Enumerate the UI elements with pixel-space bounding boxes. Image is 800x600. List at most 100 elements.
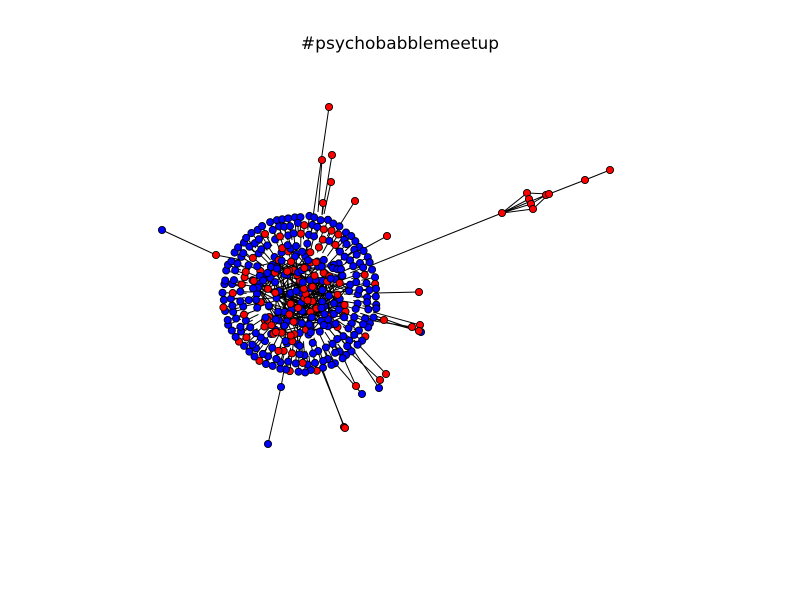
graph-node-red <box>318 198 328 208</box>
graph-node-red <box>300 263 309 272</box>
graph-node-blue <box>236 287 245 296</box>
graph-node-blue <box>352 271 361 280</box>
graph-node-blue <box>240 341 249 350</box>
graph-node-blue <box>364 305 373 314</box>
graph-node-blue <box>329 299 338 308</box>
graph-node-red <box>379 315 389 325</box>
graph-node-blue <box>308 338 317 347</box>
graph-node-red <box>296 229 305 238</box>
graph-edge <box>584 169 611 181</box>
graph-node-red <box>303 296 312 305</box>
graph-node-blue <box>272 264 281 273</box>
graph-node-blue <box>251 329 260 338</box>
graph-node-blue <box>371 284 381 293</box>
graph-node-blue <box>359 246 368 255</box>
graph-node-blue <box>266 218 275 227</box>
graph-node-red <box>271 327 280 337</box>
graph-node-red <box>310 271 319 280</box>
graph-node-red <box>228 289 237 298</box>
graph-node-blue <box>218 288 227 297</box>
graph-node-blue <box>355 285 364 294</box>
graph-node-red <box>580 175 590 185</box>
graph-node-red <box>288 349 297 358</box>
graph-node-blue <box>319 356 328 366</box>
graph-node-blue <box>351 304 360 313</box>
graph-node-blue <box>304 256 313 265</box>
graph-node-blue <box>369 313 378 322</box>
graph-node-blue <box>333 334 342 344</box>
graph-node-blue <box>258 222 267 231</box>
graph-node-red <box>314 243 323 252</box>
graph-node-blue <box>244 296 253 305</box>
graph-node-blue <box>254 235 264 244</box>
graph-node-blue <box>374 383 384 393</box>
graph-node-blue <box>321 343 330 352</box>
graph-node-red <box>331 240 340 249</box>
graph-node-blue <box>258 349 267 359</box>
graph-edge <box>161 229 217 256</box>
graph-node-red <box>249 276 258 285</box>
graph-node-blue <box>353 340 362 349</box>
graph-node-blue <box>315 327 324 336</box>
graph-node-blue <box>318 286 327 295</box>
graph-node-blue <box>259 276 268 285</box>
graph-node-red <box>287 257 296 266</box>
graph-node-red <box>605 165 615 175</box>
graph-edge <box>295 246 299 345</box>
graph-node-red <box>324 102 334 112</box>
graph-edge <box>501 194 547 214</box>
graph-node-blue <box>274 307 283 316</box>
graph-node-blue <box>280 321 289 330</box>
graph-node-blue <box>277 256 286 265</box>
graph-node-blue <box>340 313 349 322</box>
graph-node-blue <box>292 242 301 251</box>
graph-node-red <box>289 317 298 326</box>
graph-node-blue <box>324 291 333 300</box>
graph-node-blue <box>253 262 262 271</box>
graph-node-red <box>219 303 228 312</box>
graph-node-red <box>327 150 337 160</box>
graph-node-blue <box>365 286 374 295</box>
graph-node-red <box>300 221 309 230</box>
graph-node-blue <box>317 303 326 312</box>
graph-node-red <box>414 326 424 336</box>
graph-node-red <box>340 300 349 309</box>
graph-node-blue <box>365 258 374 267</box>
graph-edge <box>317 159 323 213</box>
graph-node-blue <box>248 340 257 349</box>
graph-node-red <box>211 250 221 260</box>
graph-node-blue <box>349 262 358 271</box>
graph-node-blue <box>309 232 319 241</box>
graph-edge <box>548 179 586 195</box>
graph-node-blue <box>316 216 325 225</box>
graph-edge <box>215 254 243 261</box>
graph-node-blue <box>268 361 277 370</box>
graph-node-blue <box>268 343 277 352</box>
graph-node-blue <box>350 330 359 339</box>
graph-node-blue <box>303 239 312 248</box>
graph-node-blue <box>244 261 253 270</box>
graph-node-blue <box>289 229 298 238</box>
graph-node-red <box>308 282 317 291</box>
graph-node-blue <box>307 313 316 322</box>
graph-node-blue <box>229 276 239 285</box>
graph-node-blue <box>249 284 258 293</box>
graph-node-red <box>306 248 315 257</box>
graph-node-blue <box>263 241 272 250</box>
graph-node-blue <box>263 439 273 449</box>
graph-node-blue <box>276 382 286 392</box>
graph-node-blue <box>245 347 254 356</box>
graph-node-blue <box>231 266 240 275</box>
graph-node-blue <box>325 236 334 245</box>
graph-node-blue <box>221 276 230 285</box>
graph-node-blue <box>342 240 351 249</box>
graph-node-blue <box>261 359 271 369</box>
graph-node-blue <box>247 228 256 238</box>
graph-edge <box>501 192 528 214</box>
graph-node-red <box>248 253 257 262</box>
graph-node-blue <box>367 265 377 274</box>
graph-node-blue <box>283 241 292 250</box>
graph-node-blue <box>223 315 232 325</box>
graph-node-blue <box>228 301 237 310</box>
graph-node-blue <box>344 324 353 333</box>
